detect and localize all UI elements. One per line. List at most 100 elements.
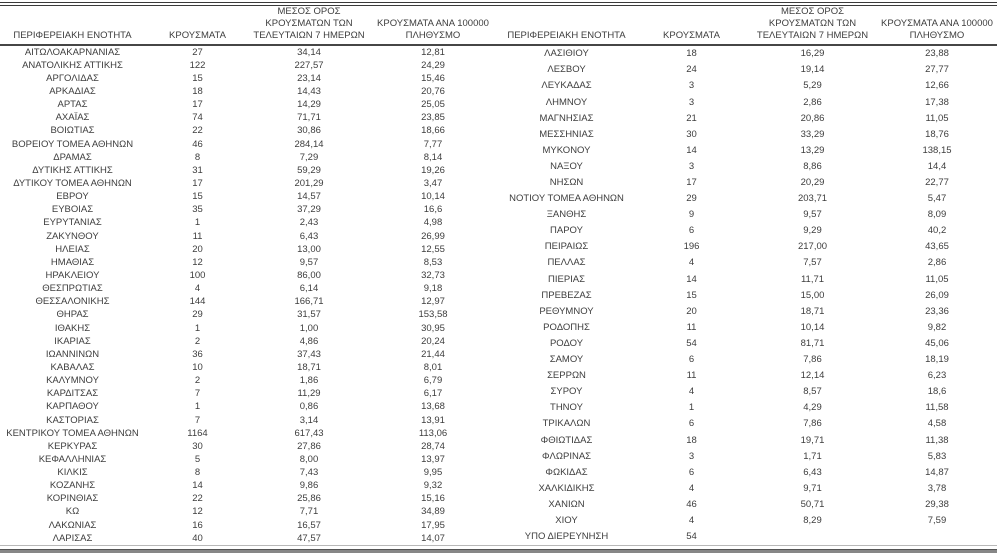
region-cell: ΦΘΙΩΤΙΔΑΣ xyxy=(540,434,593,446)
region-cell: ΝΗΣΩΝ xyxy=(549,177,584,189)
cases-cell: 35 xyxy=(192,204,203,216)
avg7-cell: 6,14 xyxy=(299,283,319,295)
region-cell: ΚΑΡΔΙΤΣΑΣ xyxy=(46,388,99,400)
cases-cell: 3 xyxy=(688,160,695,172)
table-row: ΞΑΝΘΗΣ 9 9,57 8,09 xyxy=(498,207,997,223)
table-row: ΔΥΤΙΚΟΥ ΤΟΜΕΑ ΑΘΗΝΩΝ 17 201,29 3,47 xyxy=(0,177,498,190)
region-cell: ΠΡΕΒΕΖΑΣ xyxy=(541,289,592,301)
table-row: ΑΡΓΟΛΙΔΑΣ 15 23,14 15,46 xyxy=(0,72,498,85)
per100k-cell: 4,98 xyxy=(423,217,443,229)
per100k-cell: 14,87 xyxy=(925,466,949,478)
cases-cell: 11 xyxy=(192,230,203,242)
cases-cell: 18 xyxy=(192,85,203,97)
avg7-cell: 31,57 xyxy=(297,309,321,321)
per100k-cell: 18,76 xyxy=(925,128,949,140)
cases-cell: 24 xyxy=(686,64,697,76)
avg7-cell: 227,57 xyxy=(294,59,324,71)
table-row: ΗΡΑΚΛΕΙΟΥ 100 86,00 32,73 xyxy=(0,269,498,282)
avg7-cell: 9,57 xyxy=(803,209,822,221)
region-cell: ΛΕΣΒΟΥ xyxy=(547,64,586,76)
cases-cell: 20 xyxy=(686,305,697,317)
per100k-cell: 8,14 xyxy=(423,151,443,163)
per100k-cell: 9,32 xyxy=(423,480,443,492)
avg7-cell: 14,29 xyxy=(297,99,321,111)
region-cell: ΝΟΤΙΟΥ ΤΟΜΕΑ ΑΘΗΝΩΝ xyxy=(509,193,624,205)
per100k-cell: 26,99 xyxy=(421,230,445,242)
per100k-cell: 20,24 xyxy=(421,335,445,347)
table-row: ΤΡΙΚΑΛΩΝ 6 7,86 4,58 xyxy=(498,416,997,432)
per100k-cell: 45,06 xyxy=(925,337,949,349)
per100k-cell: 19,26 xyxy=(421,164,445,176)
avg7-cell: 6,43 xyxy=(299,230,319,242)
avg7-cell: 166,71 xyxy=(294,296,324,308)
region-cell: ΧΑΝΙΩΝ xyxy=(548,498,585,510)
region-cell: ΑΡΓΟΛΙΔΑΣ xyxy=(46,72,99,84)
avg7-cell: 19,14 xyxy=(800,64,825,76)
per100k-cell: 14,07 xyxy=(421,532,445,544)
per100k-cell: 18,66 xyxy=(421,125,445,137)
avg7-cell: 12,14 xyxy=(800,370,825,382)
avg7-cell: 10,14 xyxy=(800,321,825,333)
region-cell: ΑΧΑΪΑΣ xyxy=(55,112,90,124)
table-row: ΘΕΣΠΡΩΤΙΑΣ 4 6,14 9,18 xyxy=(0,283,498,296)
region-cell: ΚΙΛΚΙΣ xyxy=(57,467,88,479)
cases-cell: 30 xyxy=(686,128,697,140)
cases-cell: 8 xyxy=(194,467,201,479)
avg7-cell: 5,29 xyxy=(803,80,822,92)
col-header-cases-per-100k: ΚΡΟΥΣΜΑΤΑ ΑΝΑ 100000 ΠΛΗΘΥΣΜΟ xyxy=(877,5,997,46)
col-header-region: ΠΕΡΙΦΕΡΕΙΑΚΗ ΕΝΟΤΗΤΑ xyxy=(498,5,635,46)
table-row: ΕΥΡΥΤΑΝΙΑΣ 1 2,43 4,98 xyxy=(0,217,498,230)
table-row: ΝΟΤΙΟΥ ΤΟΜΕΑ ΑΘΗΝΩΝ 29 203,71 5,47 xyxy=(498,191,997,207)
avg7-cell: 14,57 xyxy=(297,191,321,203)
cases-cell: 2 xyxy=(194,335,201,347)
per100k-cell: 18,19 xyxy=(925,354,949,366)
region-cell: ΗΜΑΘΙΑΣ xyxy=(50,256,95,268)
avg7-cell: 23,14 xyxy=(297,72,321,84)
table-row: ΚΑΡΠΑΘΟΥ 1 0,86 13,68 xyxy=(0,401,498,414)
per100k-cell: 12,66 xyxy=(925,80,949,92)
table-row: ΦΛΩΡΙΝΑΣ 3 1,71 5,83 xyxy=(498,449,997,465)
cases-cell: 6 xyxy=(688,466,695,478)
avg7-cell: 16,29 xyxy=(800,48,825,60)
avg7-cell: 47,57 xyxy=(297,532,321,544)
region-cell: ΑΡΤΑΣ xyxy=(57,99,88,111)
per100k-cell: 29,38 xyxy=(925,498,949,510)
table-row: ΖΑΚΥΝΘΟΥ 11 6,43 26,99 xyxy=(0,230,498,243)
header-row: ΠΕΡΙΦΕΡΕΙΑΚΗ ΕΝΟΤΗΤΑ ΚΡΟΥΣΜΑΤΑ ΜΕΣΟΣ ΟΡΟ… xyxy=(498,5,997,46)
avg7-cell: 30,86 xyxy=(297,125,321,137)
per100k-cell: 2,86 xyxy=(927,257,947,269)
avg7-cell: 0,86 xyxy=(299,401,319,413)
region-cell: ΜΥΚΟΝΟΥ xyxy=(542,144,591,156)
cases-cell: 122 xyxy=(189,59,206,71)
per100k-cell: 12,81 xyxy=(421,46,445,58)
avg7-cell: 15,00 xyxy=(800,289,825,301)
table-row: ΚΕΦΑΛΛΗΝΙΑΣ 5 8,00 13,97 xyxy=(0,453,498,466)
per100k-cell: 11,05 xyxy=(925,112,949,124)
avg7-cell: 20,86 xyxy=(800,112,825,124)
avg7-cell: 1,71 xyxy=(803,450,822,462)
region-cell: ΧΑΛΚΙΔΙΚΗΣ xyxy=(538,482,595,494)
per100k-cell: 8,09 xyxy=(927,209,947,221)
region-cell: ΝΑΞΟΥ xyxy=(550,160,583,172)
region-cell: ΠΕΙΡΑΙΩΣ xyxy=(544,241,589,253)
region-cell: ΚΩ xyxy=(65,506,80,518)
per100k-cell: 26,09 xyxy=(925,289,949,301)
avg7-cell xyxy=(748,529,877,545)
cases-cell: 12 xyxy=(192,256,203,268)
cases-cell: 17 xyxy=(192,177,203,189)
table-row: ΠΕΙΡΑΙΩΣ 196 217,00 43,65 xyxy=(498,239,997,255)
table-row: ΣΑΜΟΥ 6 7,86 18,19 xyxy=(498,352,997,368)
table-row: ΜΥΚΟΝΟΥ 14 13,29 138,15 xyxy=(498,143,997,159)
avg7-cell: 7,43 xyxy=(299,467,319,479)
table-row: ΑΡΤΑΣ 17 14,29 25,05 xyxy=(0,99,498,112)
table-row: ΦΘΙΩΤΙΔΑΣ 18 19,71 11,38 xyxy=(498,432,997,448)
region-cell: ΕΒΡΟΥ xyxy=(56,191,89,203)
region-cell: ΚΑΡΠΑΘΟΥ xyxy=(46,401,99,413)
table-row: ΛΑΡΙΣΑΣ 40 47,57 14,07 xyxy=(0,532,498,545)
table-row: ΥΠΟ ΔΙΕΡΕΥΝΗΣΗ 54 xyxy=(498,529,997,545)
cases-cell: 31 xyxy=(192,164,203,176)
region-cell: ΡΕΘΥΜΝΟΥ xyxy=(539,305,594,317)
table-row: ΙΘΑΚΗΣ 1 1,00 30,95 xyxy=(0,322,498,335)
per100k-cell: 23,88 xyxy=(925,48,949,60)
per100k-cell: 3,47 xyxy=(423,177,443,189)
